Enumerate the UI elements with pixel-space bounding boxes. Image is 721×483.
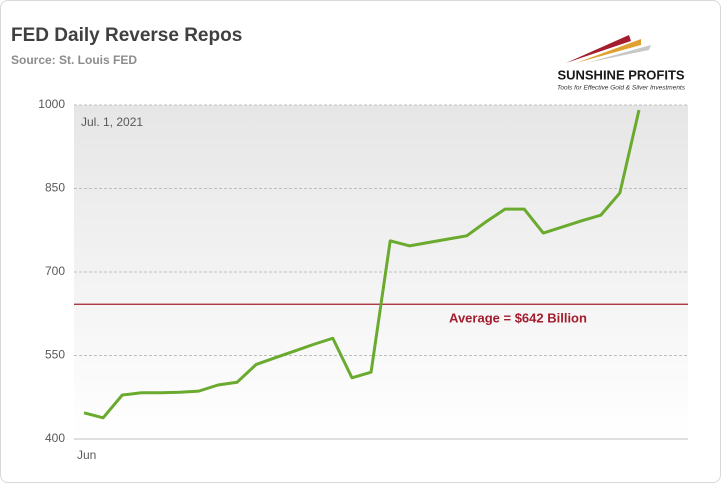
chart-title: FED Daily Reverse Repos <box>11 25 242 46</box>
data-line <box>83 109 641 420</box>
logo-swoosh <box>586 45 651 63</box>
logo-name: SUNSHINE PROFITS <box>557 67 684 82</box>
logo-swoosh <box>576 39 641 63</box>
logo-swoosh <box>566 35 631 63</box>
logo: SUNSHINE PROFITS Tools for Effective Gol… <box>557 35 686 92</box>
y-tick-label: 550 <box>45 348 65 362</box>
annotation: Jul. 1, 2021 <box>81 115 143 129</box>
y-tick-label: 400 <box>45 431 65 445</box>
chart-subtitle: Source: St. Louis FED <box>11 53 137 67</box>
y-tick-label: 700 <box>45 264 65 278</box>
y-tick-label: 1000 <box>38 97 65 111</box>
y-tick-label: 850 <box>45 181 65 195</box>
x-tick-label: Jun <box>77 448 96 462</box>
average-label: Average = $642 Billion <box>449 311 587 326</box>
logo-tagline: Tools for Effective Gold & Silver Invest… <box>557 85 686 92</box>
